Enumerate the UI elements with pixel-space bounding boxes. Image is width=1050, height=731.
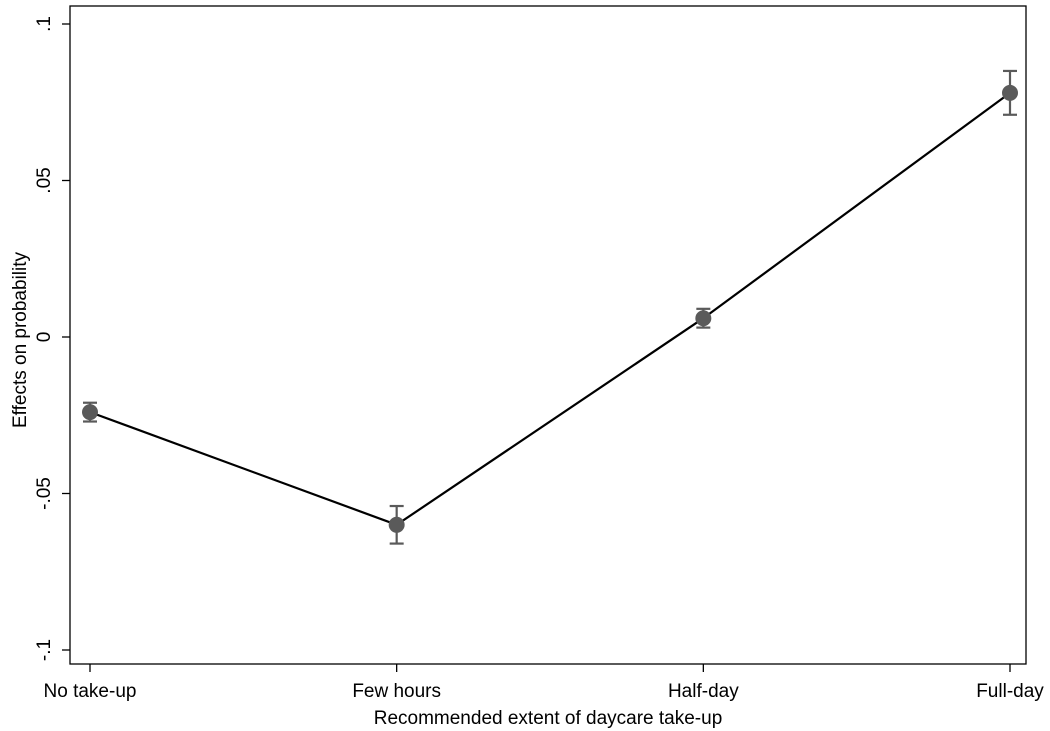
data-point bbox=[1002, 84, 1018, 101]
x-tick-label: Half-day bbox=[668, 681, 739, 702]
y-tick-label: .1 bbox=[34, 16, 55, 32]
data-point bbox=[388, 516, 405, 533]
y-tick-label: .05 bbox=[34, 167, 55, 193]
plot-frame bbox=[69, 5, 1027, 665]
x-tick-label: Full-day bbox=[976, 681, 1044, 702]
x-axis: No take-up Few hours Half-day Full-day bbox=[44, 664, 1044, 702]
series-line bbox=[89, 91, 1011, 527]
x-tick-label: Few hours bbox=[352, 681, 441, 702]
data-point bbox=[695, 310, 712, 327]
y-axis: -.1 -.05 0 .05 .1 bbox=[34, 16, 70, 661]
x-tick-label: No take-up bbox=[44, 681, 137, 702]
y-tick-label: -.1 bbox=[34, 639, 55, 661]
y-axis-title: Effects on probability bbox=[10, 251, 31, 428]
data-point bbox=[82, 404, 98, 421]
y-tick-label: -.05 bbox=[34, 477, 55, 510]
y-tick-label: 0 bbox=[34, 332, 55, 343]
x-axis-title: Recommended extent of daycare take-up bbox=[374, 708, 723, 729]
series-layer bbox=[82, 69, 1018, 545]
